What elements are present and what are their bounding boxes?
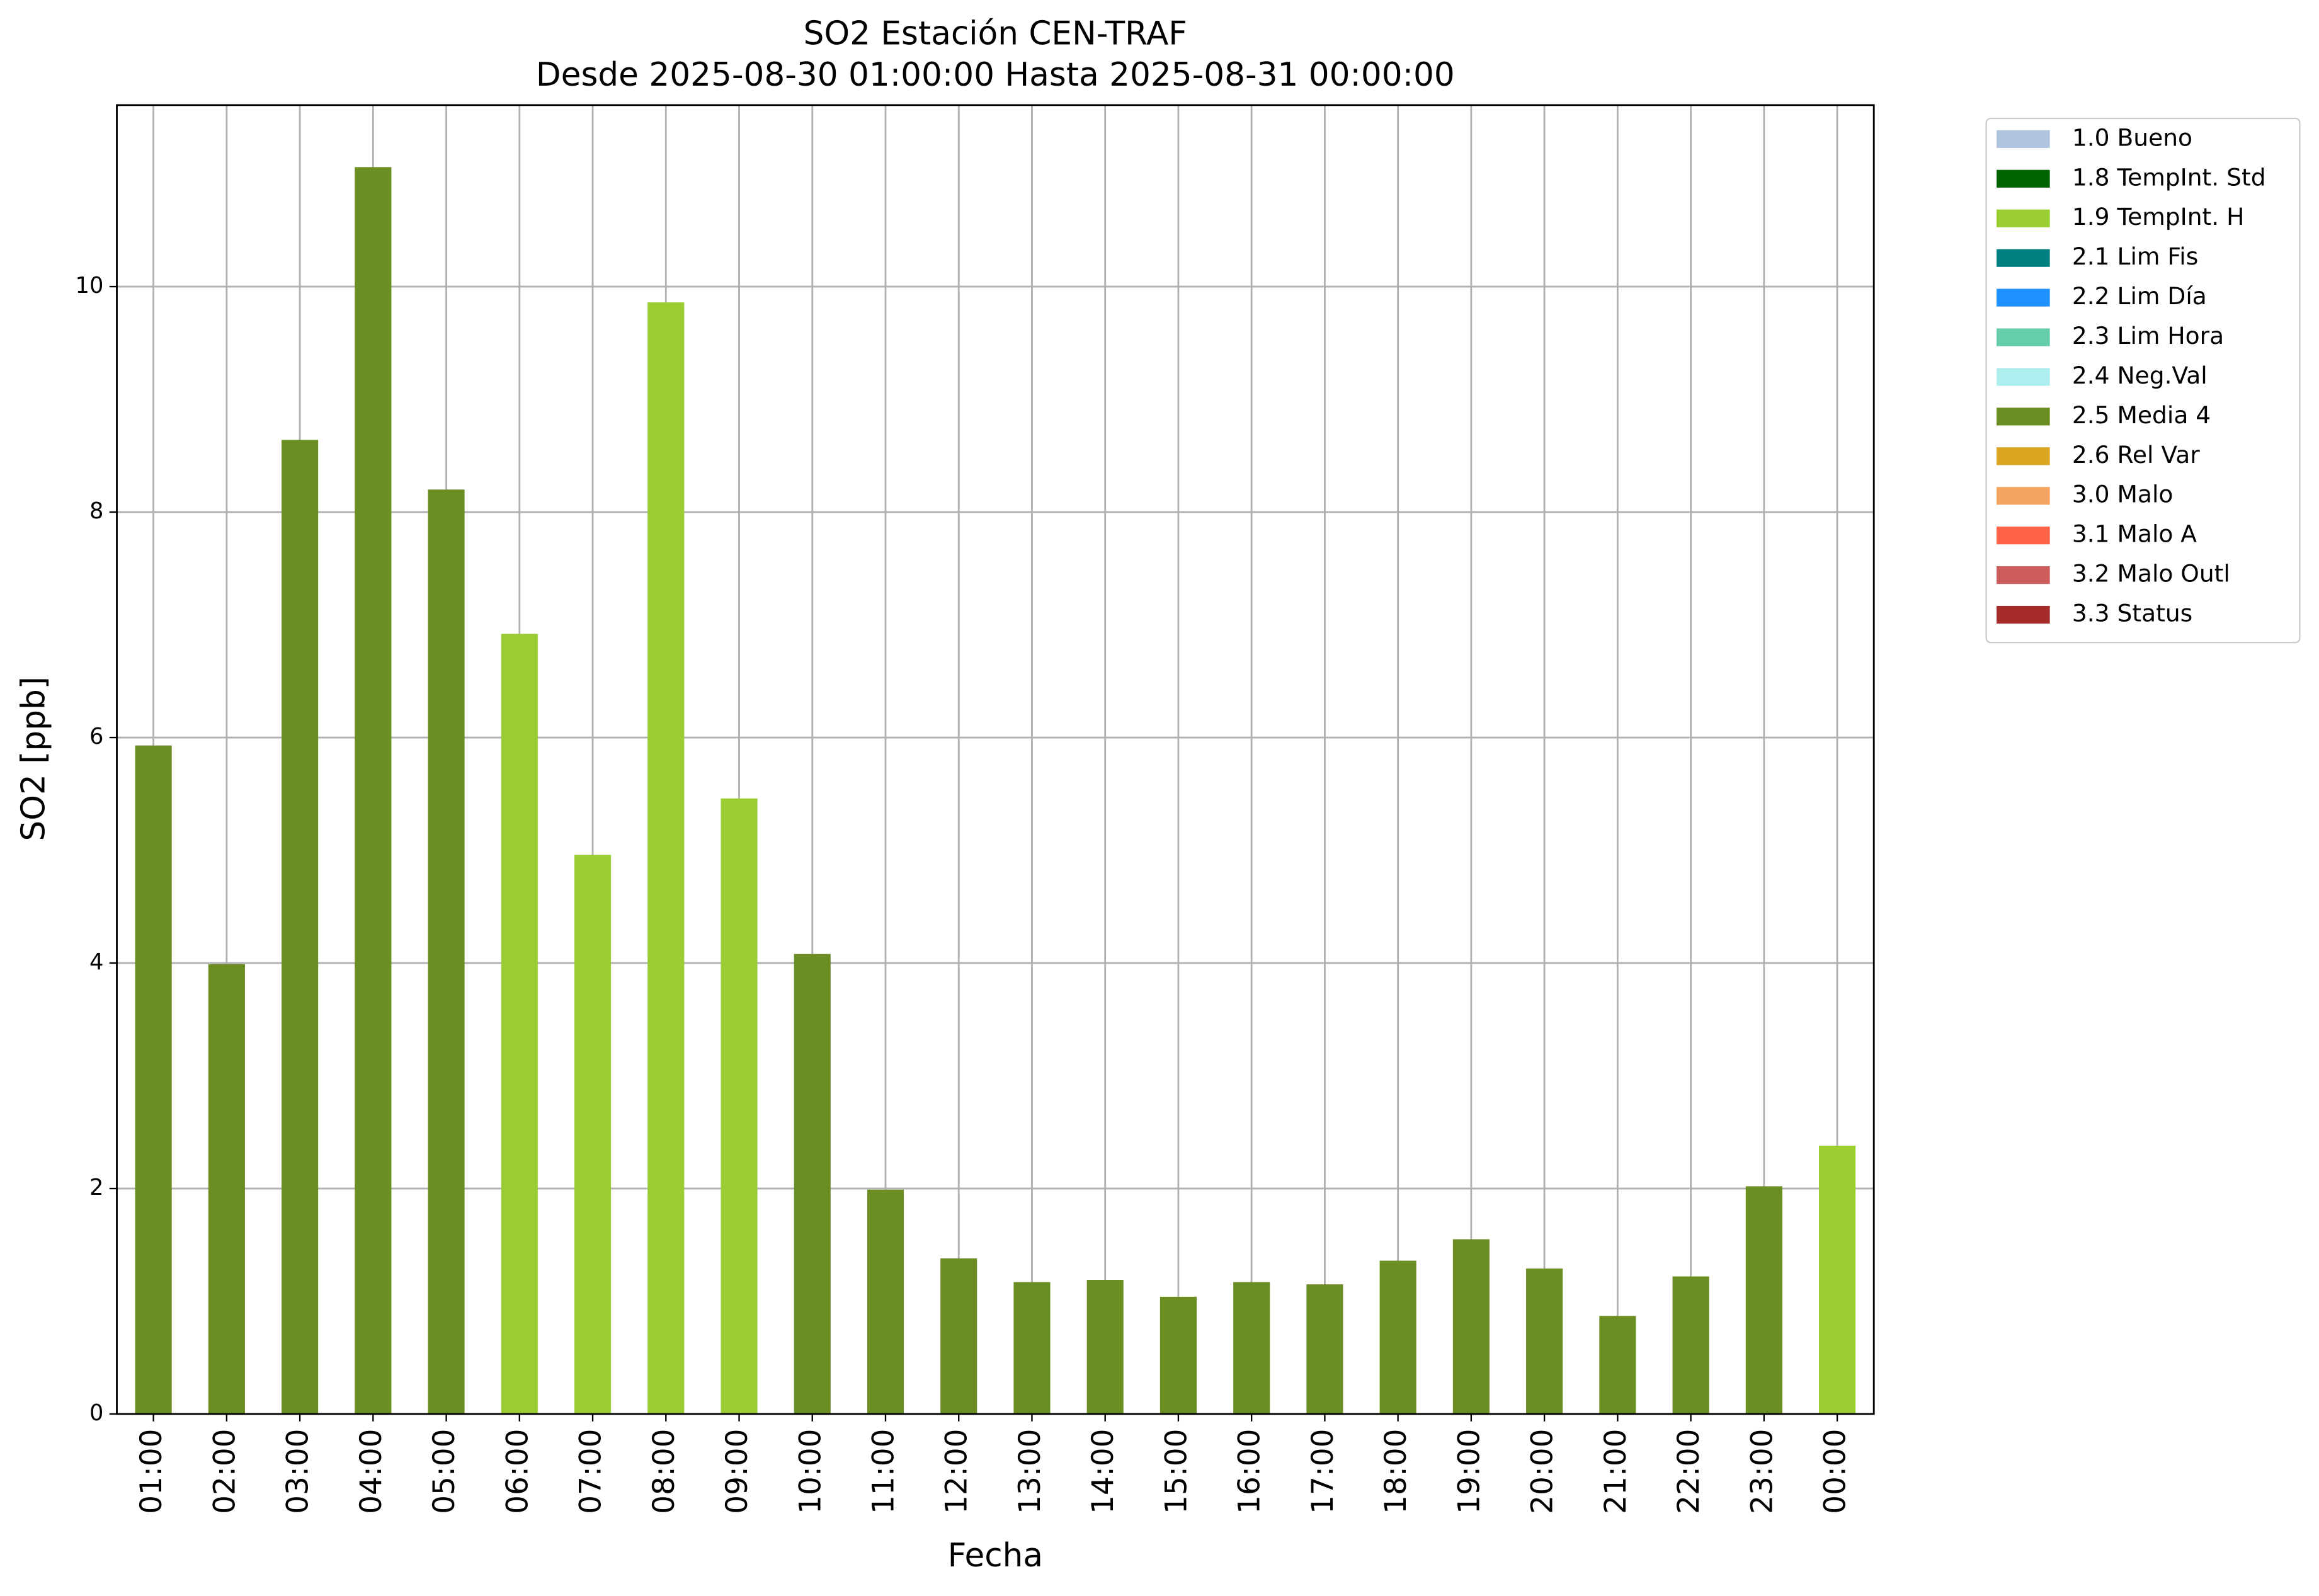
x-tick-label: 21:00 <box>1598 1429 1633 1514</box>
bar <box>1086 1280 1124 1415</box>
x-tick-label: 15:00 <box>1159 1429 1194 1514</box>
legend-swatch <box>1997 130 2050 148</box>
x-tick-label: 10:00 <box>793 1429 828 1514</box>
chart-title: SO2 Estación CEN-TRAF <box>804 14 1187 52</box>
legend-label: 2.5 Media 4 <box>2072 401 2211 429</box>
y-tick-label: 8 <box>89 498 103 524</box>
bar <box>428 489 465 1415</box>
x-tick-label: 01:00 <box>134 1429 169 1514</box>
bar <box>1233 1282 1270 1415</box>
ticks: 0 2 4 6 8 10 01:00 02:00 03:00 04:00 05:00 06:00 07:… <box>76 273 1853 1514</box>
legend-label: 3.1 Malo A <box>2072 520 2197 548</box>
legend-frame <box>1985 117 2301 644</box>
y-tick-label: 2 <box>89 1175 103 1200</box>
legend-label: 3.2 Malo Outl <box>2072 560 2230 588</box>
bar <box>1672 1276 1709 1415</box>
x-tick-label: 04:00 <box>354 1429 389 1514</box>
legend-swatch <box>1997 169 2050 188</box>
bar <box>1452 1239 1490 1415</box>
x-tick-label: 22:00 <box>1672 1429 1706 1514</box>
x-axis-label: Fecha <box>948 1537 1043 1575</box>
legend-label: 3.3 Status <box>2072 600 2192 627</box>
legend-label: 1.0 Bueno <box>2072 123 2192 151</box>
x-tick-label: 12:00 <box>940 1429 974 1514</box>
x-tick-label: 14:00 <box>1086 1429 1120 1514</box>
legend-swatch <box>1997 487 2050 505</box>
bar <box>1013 1282 1051 1415</box>
x-tick-label: 11:00 <box>866 1429 901 1514</box>
bar <box>1379 1260 1416 1415</box>
legend-swatch <box>1997 368 2050 386</box>
y-tick-label: 6 <box>89 724 103 750</box>
bar <box>647 302 685 1415</box>
x-tick-label: 19:00 <box>1452 1429 1486 1514</box>
x-tick-label: 09:00 <box>720 1429 755 1514</box>
x-tick-label: 08:00 <box>647 1429 681 1514</box>
bar <box>721 798 758 1415</box>
chart-subtitle: Desde 2025-08-30 01:00:00 Hasta 2025-08-… <box>536 56 1455 94</box>
bar <box>1819 1146 1856 1415</box>
bar <box>940 1258 977 1415</box>
bar <box>1526 1268 1563 1415</box>
bar <box>867 1189 904 1415</box>
legend-swatch <box>1997 249 2050 267</box>
legend: 1.0 Bueno 1.8 TempInt. Std 1.9 TempInt. H 2… <box>1985 117 2301 644</box>
x-tick-label: 05:00 <box>427 1429 462 1514</box>
bars <box>135 167 1856 1415</box>
y-axis-label: SO2 [ppb] <box>14 676 52 841</box>
plot-frame <box>116 104 1875 1415</box>
legend-swatch <box>1997 447 2050 465</box>
bar <box>1745 1186 1782 1415</box>
legend-swatch <box>1997 408 2050 426</box>
legend-swatch <box>1997 527 2050 545</box>
legend-label: 2.3 Lim Hora <box>2072 322 2224 350</box>
legend-label: 2.1 Lim Fis <box>2072 242 2198 270</box>
legend-swatch <box>1997 209 2050 227</box>
legend-swatch <box>1997 328 2050 346</box>
bar <box>574 855 612 1415</box>
bar <box>208 964 245 1415</box>
x-tick-label: 17:00 <box>1306 1429 1340 1514</box>
x-tick-label: 03:00 <box>281 1429 316 1514</box>
bar <box>1599 1316 1636 1415</box>
x-tick-label: 18:00 <box>1379 1429 1413 1514</box>
legend-label: 3.0 Malo <box>2072 481 2174 508</box>
x-tick-label: 20:00 <box>1525 1429 1560 1514</box>
bar <box>1160 1296 1197 1415</box>
x-tick-label: 13:00 <box>1013 1429 1047 1514</box>
x-tick-label: 23:00 <box>1745 1429 1779 1514</box>
y-tick-label: 4 <box>89 949 103 975</box>
legend-label: 2.6 Rel Var <box>2072 441 2200 469</box>
x-tick-label: 07:00 <box>574 1429 608 1514</box>
x-tick-label: 06:00 <box>500 1429 535 1514</box>
legend-swatch <box>1997 566 2050 584</box>
bar <box>794 954 831 1415</box>
bar <box>135 745 172 1415</box>
x-tick-label: 00:00 <box>1818 1429 1853 1514</box>
legend-label: 1.9 TempInt. H <box>2072 203 2245 231</box>
y-tick-label: 10 <box>76 273 104 299</box>
legend-swatch <box>1997 605 2050 624</box>
y-tick-label: 0 <box>89 1400 103 1426</box>
bar <box>501 634 538 1415</box>
x-tick-label: 02:00 <box>207 1429 242 1514</box>
bar <box>1306 1284 1343 1415</box>
legend-label: 1.8 TempInt. Std <box>2072 163 2266 191</box>
legend-swatch <box>1997 288 2050 307</box>
bar <box>355 167 392 1415</box>
legend-label: 2.2 Lim Día <box>2072 282 2207 310</box>
bar <box>282 440 319 1415</box>
legend-label: 2.4 Neg.Val <box>2072 362 2208 389</box>
x-tick-label: 16:00 <box>1233 1429 1267 1514</box>
